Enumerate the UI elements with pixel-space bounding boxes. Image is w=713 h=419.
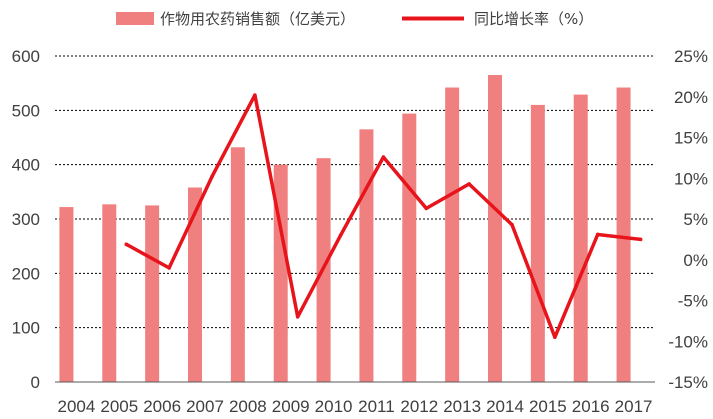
y-right-tick-label: 20% xyxy=(674,88,708,107)
x-tick-label: 2014 xyxy=(486,397,524,416)
line-point xyxy=(381,155,386,159)
line-series xyxy=(124,93,643,339)
legend: 作物用农药销售额（亿美元） 同比增长率（%） xyxy=(116,10,593,28)
line-point xyxy=(295,315,300,319)
y-left-tick-label: 200 xyxy=(12,264,40,283)
bar xyxy=(145,205,160,382)
y-right-tick-label: -15% xyxy=(668,373,708,392)
y-left-tick-label: 300 xyxy=(12,210,40,229)
x-tick-label: 2006 xyxy=(143,397,181,416)
bar xyxy=(230,147,245,382)
x-tick-label: 2009 xyxy=(272,397,310,416)
line-point xyxy=(253,93,257,97)
x-tick-label: 2007 xyxy=(186,397,224,416)
x-tick-label: 2015 xyxy=(529,397,567,416)
bar xyxy=(616,87,631,382)
bar xyxy=(188,187,202,382)
gridlines xyxy=(55,55,655,329)
x-tick-label: 2010 xyxy=(315,397,353,416)
x-tick-label: 2017 xyxy=(615,397,653,416)
x-tick-label: 2016 xyxy=(572,397,610,416)
bar xyxy=(402,113,417,383)
x-axis: 2004 2005 2006 2007 2008 2009 2010 2011 2012 2013… xyxy=(55,381,655,416)
growth-rate-line xyxy=(124,93,643,339)
x-tick-label: 2004 xyxy=(58,397,96,416)
y-right-tick-label: -10% xyxy=(668,332,708,351)
bar xyxy=(59,207,74,382)
x-tick-label: 2008 xyxy=(229,397,267,416)
legend-item-bar-series: 作物用农药销售额（亿美元） xyxy=(116,10,355,28)
y-axis-left: 0 100 200 300 400 500 600 xyxy=(12,47,40,392)
y-right-tick-label: 5% xyxy=(683,210,708,229)
line-point xyxy=(424,206,429,211)
bar-series xyxy=(59,75,631,383)
y-right-tick-label: -5% xyxy=(678,292,708,311)
line-point xyxy=(338,233,343,238)
line-point xyxy=(510,222,514,227)
y-right-tick-label: 10% xyxy=(674,169,708,188)
y-left-tick-label: 400 xyxy=(12,156,40,175)
bar xyxy=(530,104,545,383)
y-right-tick-label: 0% xyxy=(683,251,708,270)
y-axis-right: -15% -10% -5% 0% 5% 10% 15% 20% 25% xyxy=(668,47,708,392)
y-right-tick-label: 15% xyxy=(674,129,708,148)
y-left-tick-label: 100 xyxy=(12,319,40,338)
line-point xyxy=(638,237,643,242)
bar xyxy=(102,204,117,382)
y-left-tick-label: 0 xyxy=(31,373,40,392)
bar xyxy=(359,129,374,382)
line-point xyxy=(210,174,214,179)
line-point xyxy=(124,242,129,247)
bar xyxy=(445,87,460,382)
line-point xyxy=(467,182,471,186)
y-right-tick-label: 25% xyxy=(674,47,708,66)
y-left-tick-label: 500 xyxy=(12,101,40,120)
legend-label-line: 同比增长率（%） xyxy=(474,10,593,28)
legend-item-line-series: 同比增长率（%） xyxy=(402,10,593,28)
x-tick-label: 2011 xyxy=(358,397,395,416)
bar xyxy=(488,75,502,383)
x-tick-label: 2005 xyxy=(100,397,138,416)
x-tick-label: 2012 xyxy=(400,397,438,416)
y-left-tick-label: 600 xyxy=(12,47,40,66)
line-point xyxy=(595,232,600,237)
legend-label-bar: 作物用农药销售额（亿美元） xyxy=(160,10,355,28)
bar xyxy=(573,94,588,383)
x-tick-label: 2013 xyxy=(443,397,481,416)
line-point xyxy=(553,335,557,339)
legend-swatch-bar xyxy=(116,12,154,25)
line-point xyxy=(167,266,171,270)
